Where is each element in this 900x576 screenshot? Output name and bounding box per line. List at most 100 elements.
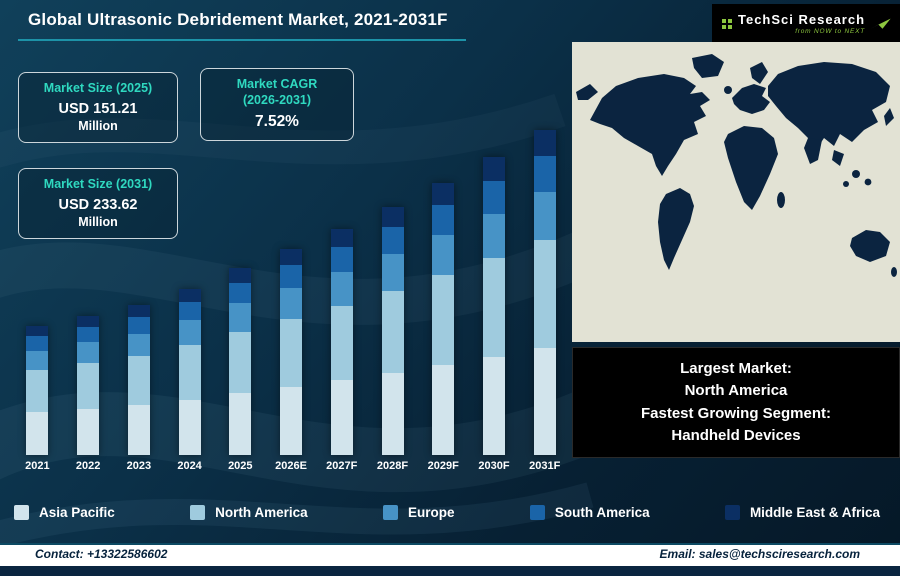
bar-segment-middle-east-africa	[229, 268, 252, 283]
legend-label: South America	[554, 504, 650, 520]
bar-segment-middle-east-africa	[533, 130, 556, 157]
bar-segment-south-america	[229, 282, 252, 304]
stat-label: Market CAGR	[236, 77, 318, 91]
stat-value: USD 151.21	[58, 100, 138, 117]
bar-stack	[533, 130, 556, 455]
bar-segment-middle-east-africa	[280, 249, 303, 266]
bar-segment-asia-pacific	[178, 400, 201, 455]
legend-item-south-america: South America	[529, 504, 650, 520]
bar-segment-north-america	[77, 363, 100, 410]
bar-segment-europe	[381, 254, 404, 292]
bar-column-2029F: 2029F	[418, 112, 469, 474]
x-axis-label: 2027F	[326, 460, 358, 472]
x-axis-label: 2022	[75, 460, 101, 472]
bar-segment-north-america	[229, 331, 252, 394]
bar-segment-asia-pacific	[381, 373, 404, 455]
bar-column-2028F: 2028F	[367, 112, 418, 474]
bar-segment-asia-pacific	[330, 380, 353, 455]
bar-segment-south-america	[178, 302, 201, 321]
footer-bar: Contact: +13322586602 Email: sales@techs…	[0, 543, 900, 566]
legend-label: Asia Pacific	[39, 504, 115, 520]
bar-segment-asia-pacific	[533, 347, 556, 455]
bar-column-2024: 2024	[164, 112, 215, 474]
stat-market-cagr: Market CAGR (2026-2031) 7.52%	[200, 68, 354, 142]
stat-value: 7.52%	[255, 113, 299, 131]
bar-segment-asia-pacific	[77, 409, 100, 455]
bar-segment-south-america	[533, 156, 556, 192]
x-axis-label: 2024	[177, 460, 202, 472]
bar-column-2022: 2022	[63, 112, 114, 474]
footer-navy-strip	[0, 566, 900, 576]
bar-segment-north-america	[26, 369, 49, 413]
stat-label: Market Size (2025)	[43, 81, 153, 95]
paper-plane-arrow-icon	[870, 18, 891, 29]
bar-segment-europe	[77, 342, 100, 364]
logo-brand-name: TechSci Research	[738, 12, 866, 28]
bar-segment-north-america	[178, 345, 201, 401]
bar-segment-south-america	[26, 336, 49, 351]
legend-label: North America	[215, 504, 308, 520]
legend-label: Europe	[407, 504, 455, 520]
legend-swatch	[190, 504, 206, 520]
bar-segment-asia-pacific	[482, 356, 505, 455]
bar-segment-south-america	[482, 180, 505, 214]
callout-line: North America	[684, 382, 788, 399]
bar-segment-europe	[432, 234, 455, 276]
bar-segment-south-america	[77, 327, 100, 343]
world-map	[572, 42, 900, 342]
legend-swatch	[382, 504, 398, 520]
stat-unit: Million	[78, 118, 118, 133]
bar-column-2030F: 2030F	[469, 112, 520, 474]
world-map-panel	[572, 42, 900, 342]
bar-column-2026E: 2026E	[266, 112, 317, 474]
bar-segment-europe	[178, 320, 201, 346]
bar-segment-middle-east-africa	[127, 305, 150, 318]
bar-segment-europe	[482, 213, 505, 259]
footer-email: Email: sales@techsciresearch.com	[659, 547, 860, 561]
bar-stack	[280, 249, 303, 455]
legend-item-north-america: North America	[190, 504, 308, 520]
title-underline	[18, 39, 466, 41]
bar-segment-asia-pacific	[280, 386, 303, 455]
bar-segment-south-america	[381, 226, 404, 255]
x-axis-label: 2028F	[376, 460, 409, 472]
bar-segment-south-america	[127, 317, 150, 334]
bar-segment-middle-east-africa	[330, 229, 353, 248]
x-axis-label: 2025	[228, 460, 253, 472]
bar-segment-asia-pacific	[432, 365, 455, 455]
bar-segment-europe	[127, 333, 150, 356]
stat-market-size-2031: Market Size (2031) USD 233.62 Million	[18, 168, 178, 239]
bar-segment-middle-east-africa	[26, 326, 49, 337]
x-axis-label: 2023	[126, 460, 152, 472]
x-axis-label: 2021	[25, 460, 50, 472]
logo-tagline: from NOW to NEXT	[795, 27, 866, 35]
callout-box: Largest Market: North America Fastest Gr…	[572, 347, 900, 458]
bar-segment-asia-pacific	[229, 393, 252, 455]
legend-label: Middle East & Africa	[749, 504, 880, 520]
bar-segment-south-america	[432, 204, 455, 235]
bar-stack	[229, 268, 252, 455]
bar-stack	[26, 326, 49, 455]
bar-segment-europe	[330, 271, 353, 306]
bar-segment-middle-east-africa	[381, 207, 404, 227]
x-axis-label: 2026E	[275, 460, 307, 472]
bar-chart: 2021 2022 2023 2024 2025 2026E 2027F 2028F 2029F…	[12, 112, 570, 474]
x-axis-label: 2030F	[478, 460, 510, 472]
bar-segment-middle-east-africa	[482, 157, 505, 181]
legend-swatch	[529, 504, 545, 520]
legend-swatch	[14, 504, 29, 520]
bar-segment-europe	[280, 288, 303, 319]
bar-stack	[127, 305, 150, 455]
stat-sublabel: (2026-2031)	[242, 92, 312, 107]
bar-segment-europe	[26, 350, 49, 370]
bar-column-2027F: 2027F	[316, 112, 367, 474]
x-axis-label: 2031F	[529, 460, 561, 472]
bar-segment-middle-east-africa	[77, 316, 100, 328]
page-title: Global Ultrasonic Debridement Market, 20…	[28, 10, 448, 29]
legend-item-middle-east-africa: Middle East & Africa	[724, 504, 880, 520]
bar-segment-north-america	[330, 305, 353, 381]
bar-column-2021: 2021	[12, 112, 63, 474]
bar-segment-north-america	[280, 319, 303, 387]
stat-unit: Million	[78, 214, 118, 229]
bar-segment-south-america	[280, 265, 303, 289]
